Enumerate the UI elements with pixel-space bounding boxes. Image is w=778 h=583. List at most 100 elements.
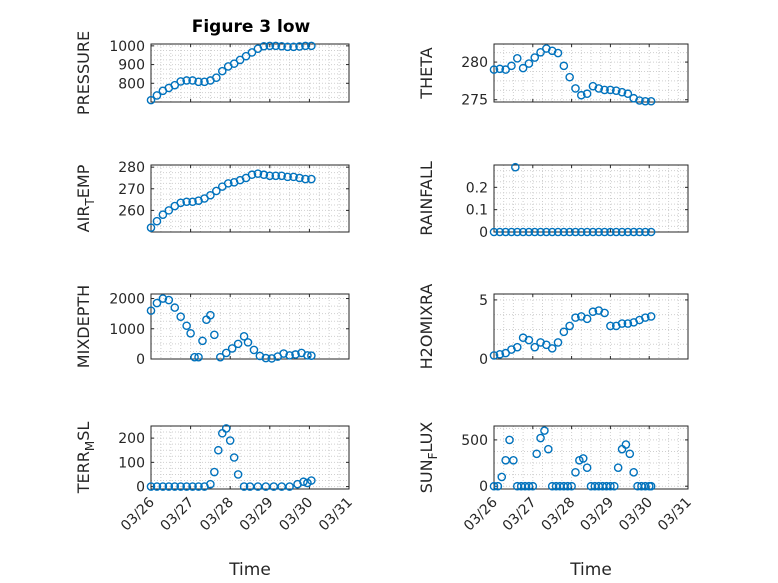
data-point [530,342,540,352]
data-point [495,227,505,237]
data-point [261,353,271,363]
data-point [164,482,174,491]
data-point [606,85,615,95]
data-point [577,90,586,100]
x-tick-label: 03/28 [197,495,237,535]
y-tick-label: 800 [118,76,145,92]
data-point [577,227,586,237]
data-point [505,435,514,445]
data-point [152,91,162,100]
data-point [530,227,540,237]
data-point [239,332,249,341]
data-point [512,54,522,63]
axes-rainfall: 0 0.1 0.2 RAINFALL [417,161,689,241]
data-point [606,227,615,237]
data-point [617,319,627,328]
y-axis-label: AIRTEMP [74,164,97,232]
axes-mixdepth: 0 1000 2000 MIXDEPTH [74,285,350,368]
data-point [511,162,520,172]
data-point [553,338,563,347]
y-tick-label: 1000 [109,39,145,55]
axes-pressure: 800 900 1000 PRESSURE [74,31,350,115]
data-point [489,481,499,491]
y-tick-label: 280 [461,55,488,71]
data-point [253,482,263,491]
data-point [524,59,534,68]
data-point [489,65,499,74]
data-point [565,227,574,237]
data-point [245,482,255,491]
data-point [501,65,510,74]
data-point [206,479,215,489]
y-tick-label: 900 [118,58,145,74]
data-point [291,350,300,359]
data-point [301,174,310,184]
plot-area [151,426,349,489]
data-point [571,227,580,237]
data-point [594,84,604,93]
y-axis-label: PRESSURE [74,31,93,115]
y-tick-label: 275 [461,93,488,109]
data-point [247,170,257,180]
y-tick-label: 5 [479,293,488,309]
y-tick-label: 0 [136,480,145,496]
data-point [285,351,294,360]
data-point [212,73,221,82]
data-point [518,227,528,237]
data-point [559,61,569,71]
data-point [176,312,185,321]
x-axis-label: Time [228,560,271,580]
data-point [295,42,304,51]
data-point [261,482,271,491]
data-point [190,352,199,362]
data-point [152,216,162,226]
data-point [547,227,557,237]
axes-theta: 275 280 THETA [417,43,689,109]
data-point [559,227,569,237]
x-tick-label: 03/27 [500,495,540,535]
data-point [215,352,225,362]
data-point [217,66,227,76]
data-point [512,227,522,237]
data-point [182,76,191,85]
y-axis-label: SUNFLUX [417,422,440,494]
data-point [223,179,233,188]
y-tick-label: 0 [479,352,488,368]
x-tick-label: 03/29 [577,495,617,535]
data-point [146,95,156,105]
data-point [233,470,243,479]
data-point [307,351,316,360]
data-point [265,171,275,181]
data-point [600,308,609,318]
y-tick-label: 0 [479,225,488,241]
y-tick-label: 0.1 [466,203,488,219]
data-point [307,174,316,184]
axes-frame [150,293,350,360]
data-point [269,482,279,491]
data-point [542,227,551,237]
data-point [512,342,522,352]
data-point [267,354,277,363]
data-point [265,41,275,51]
data-point [182,321,191,331]
data-point [146,223,156,232]
data-point [188,76,197,85]
data-point [646,481,656,491]
data-point [509,455,518,465]
data-point [567,481,576,491]
data-point [495,349,505,359]
y-tick-label: 500 [461,433,488,449]
data-point [283,42,292,52]
data-point [176,198,185,208]
data-point [158,294,168,303]
x-tick-label: 03/29 [237,495,277,535]
data-point [176,77,185,86]
data-point [565,72,574,82]
data-point [188,482,197,491]
data-point [158,210,168,220]
data-point [152,482,162,491]
data-point [621,440,631,449]
data-point [524,335,534,345]
x-axis-label: Time [569,560,612,580]
axes-frame [493,293,689,360]
